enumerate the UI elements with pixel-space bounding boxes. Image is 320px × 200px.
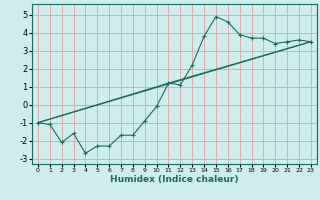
X-axis label: Humidex (Indice chaleur): Humidex (Indice chaleur) [110,175,239,184]
